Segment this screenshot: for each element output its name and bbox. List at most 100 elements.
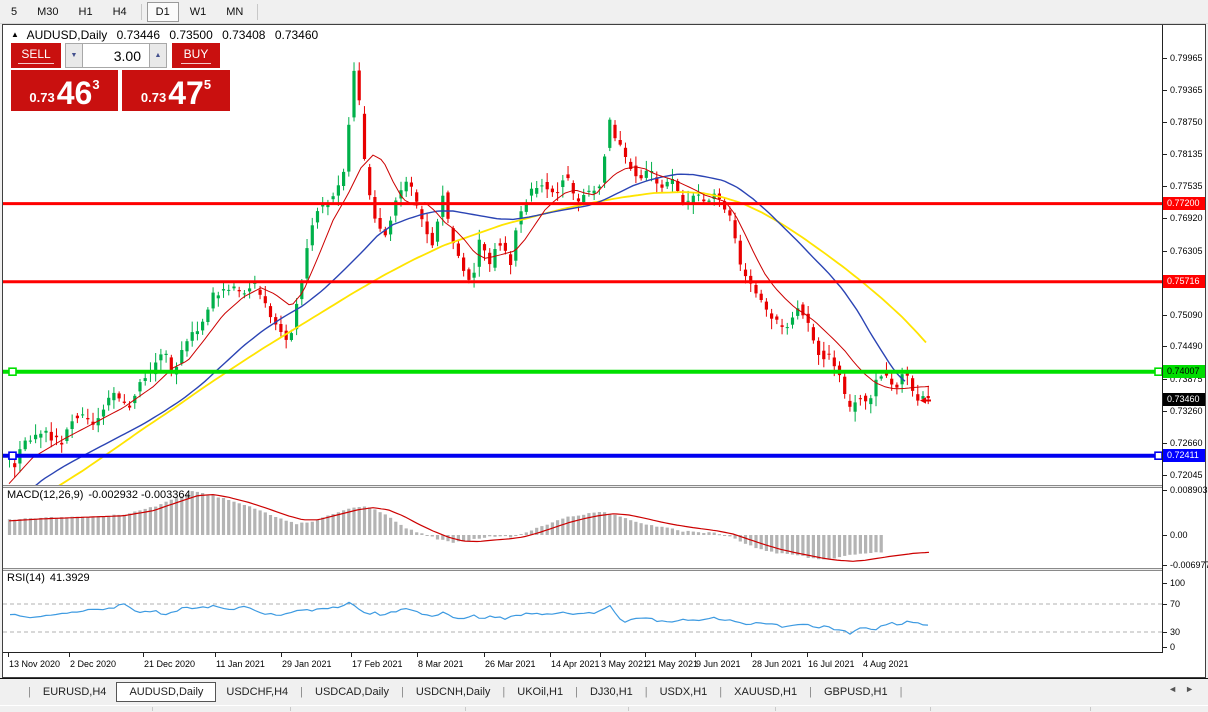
time-axis-tick — [600, 653, 601, 657]
sell-price-prefix: 0.73 — [29, 90, 55, 105]
price-axis[interactable]: 0.79965 0.79365 0.78750 0.78135 0.77535 0.769… — [1162, 25, 1208, 653]
tab-separator: | — [575, 686, 578, 698]
price-axis-label: 0.79365 — [1163, 85, 1205, 95]
timeframe-button-h1[interactable]: H1 — [78, 5, 93, 18]
sell-button[interactable]: SELL — [11, 43, 61, 68]
price-axis-label: 0.72045 — [1163, 470, 1205, 480]
level-price-badge: 0.72411 — [1163, 448, 1205, 462]
candlesticks — [7, 62, 930, 478]
level-price-badge: 0.74007 — [1163, 364, 1205, 378]
price-pane[interactable]: ▲ AUDUSD,Daily 0.73446 0.73500 0.73408 0… — [3, 25, 1164, 485]
macd-pane[interactable]: MACD(12,26,9) -0.002932 -0.003364 — [3, 488, 1162, 568]
time-axis-tick — [862, 653, 863, 657]
time-axis-tick — [215, 653, 216, 657]
horizontal-line-0.72411[interactable] — [3, 451, 1164, 461]
line-handle[interactable] — [8, 451, 17, 461]
time-axis-tick — [645, 653, 646, 657]
tab-separator: | — [400, 686, 404, 698]
tab-scroll-left-icon[interactable]: ◄ — [1168, 684, 1186, 694]
timeframe-button-5[interactable]: 5 — [11, 5, 18, 18]
tab-separator: | — [28, 686, 31, 698]
volume-increase-button[interactable]: ▲ — [149, 43, 167, 68]
status-bar — [0, 705, 1208, 712]
chart-tab-eurusd-h4[interactable]: EURUSD,H4 — [42, 686, 107, 698]
timeframe-button-m30[interactable]: M30 — [37, 5, 59, 18]
time-axis-tick — [807, 653, 808, 657]
time-axis-label: 28 Jun 2021 — [752, 659, 802, 669]
line-handle[interactable] — [8, 367, 17, 377]
chart-title: ▲ AUDUSD,Daily 0.73446 0.73500 0.73408 0… — [11, 28, 318, 42]
price-axis-label: 0.73875 — [1163, 374, 1205, 384]
macd-axis-label: -0.006977 — [1163, 560, 1208, 570]
price-axis-label: 0.78750 — [1163, 117, 1205, 127]
tab-scroll-arrows[interactable]: ◄► — [1168, 684, 1202, 694]
time-axis-label: 9 Jun 2021 — [696, 659, 741, 669]
time-axis-label: 29 Jan 2021 — [282, 659, 332, 669]
ohlc-close: 0.73460 — [274, 28, 319, 42]
sell-price-sup: 3 — [92, 77, 100, 92]
time-axis-label: 21 Dec 2020 — [144, 659, 196, 669]
rsi-axis-label: 30 — [1163, 627, 1205, 637]
line-handle[interactable] — [1154, 451, 1163, 461]
ohlc-open: 0.73446 — [116, 28, 161, 42]
buy-price-prefix: 0.73 — [140, 90, 167, 105]
tab-scroll-right-icon[interactable]: ► — [1185, 684, 1202, 694]
toolbar-separator — [257, 3, 259, 20]
chart-tab-usdx-h1[interactable]: USDX,H1 — [659, 686, 708, 698]
rsi-label: RSI(14) 41.3929 — [7, 572, 90, 584]
tab-separator: | — [502, 686, 506, 698]
current-price-badge: 0.73460 — [1163, 393, 1205, 407]
rsi-line — [9, 601, 929, 635]
chart-tabs-bar: | EURUSD,H4 AUDUSD,Daily USDCHF,H4 | USDCAD,D… — [0, 678, 1208, 705]
timeframe-button-h4[interactable]: H4 — [112, 5, 127, 18]
chart-tab-usdcnh-daily[interactable]: USDCNH,Daily — [415, 686, 491, 698]
chart-tab-dj30-h1[interactable]: DJ30,H1 — [589, 686, 633, 698]
price-axis-label: 0.77535 — [1163, 181, 1205, 191]
chart-tab-audusd-daily[interactable]: AUDUSD,Daily — [116, 682, 217, 702]
chart-tab-ukoil-h1[interactable]: UKOil,H1 — [517, 686, 564, 698]
time-axis[interactable]: 13 Nov 2020 2 Dec 2020 21 Dec 2020 11 Jan 2… — [3, 652, 1162, 677]
time-axis-tick — [550, 653, 551, 657]
buy-price-sup: 5 — [203, 77, 212, 92]
rsi-axis-label: 100 — [1163, 578, 1205, 588]
ohlc-low: 0.73408 — [222, 28, 266, 42]
rsi-chart — [3, 601, 1164, 635]
tab-separator: | — [644, 686, 648, 698]
chart-tab-usdchf-h4[interactable]: USDCHF,H4 — [226, 686, 289, 698]
chart-window: ▲ AUDUSD,Daily 0.73446 0.73500 0.73408 0… — [2, 24, 1208, 678]
timeframe-button-w1[interactable]: W1 — [189, 5, 207, 18]
time-axis-tick — [351, 653, 352, 657]
chart-tab-usdcad-daily[interactable]: USDCAD,Daily — [315, 686, 389, 698]
buy-price-box[interactable]: 0.73 47 5 — [122, 70, 230, 111]
collapse-icon[interactable]: ▲ — [11, 30, 19, 39]
tab-separator: | — [809, 686, 812, 698]
time-axis-label: 21 May 2021 — [646, 659, 699, 669]
rsi-pane[interactable]: RSI(14) 41.3929 — [3, 571, 1164, 652]
price-axis-label: 0.79965 — [1163, 53, 1205, 63]
volume-input[interactable]: 3.00 — [83, 43, 149, 68]
chart-tab-xauusd-h1[interactable]: XAUUSD,H1 — [734, 686, 798, 698]
chart-tab-gbpusd-h1[interactable]: GBPUSD,H1 — [823, 686, 888, 698]
level-price-badge: 0.75716 — [1163, 274, 1205, 288]
pane-separator[interactable] — [3, 485, 1162, 488]
line-handle[interactable] — [1154, 367, 1163, 377]
volume-decrease-button[interactable]: ▼ — [65, 43, 83, 68]
macd-axis-label: 0.00 — [1163, 530, 1205, 540]
ma-slow-line — [58, 191, 927, 485]
sell-price-box[interactable]: 0.73 46 3 — [11, 70, 118, 111]
toolbar-separator — [140, 3, 142, 20]
time-axis-label: 13 Nov 2020 — [9, 659, 61, 669]
current-price-marker — [920, 397, 931, 404]
buy-price-big: 47 — [168, 75, 204, 111]
ohlc-high: 0.73500 — [169, 28, 213, 42]
timeframe-button-d1[interactable]: D1 — [146, 1, 179, 22]
time-axis-label: 16 Jul 2021 — [808, 659, 855, 669]
time-axis-tick — [69, 653, 70, 657]
pane-separator[interactable] — [3, 568, 1162, 571]
timeframe-button-mn[interactable]: MN — [226, 5, 244, 18]
buy-button[interactable]: BUY — [172, 43, 220, 68]
arrow-down-icon: ▼ — [70, 52, 78, 59]
sell-price-big: 46 — [56, 75, 93, 111]
time-axis-tick — [281, 653, 282, 657]
price-axis-label: 0.78135 — [1163, 149, 1205, 159]
